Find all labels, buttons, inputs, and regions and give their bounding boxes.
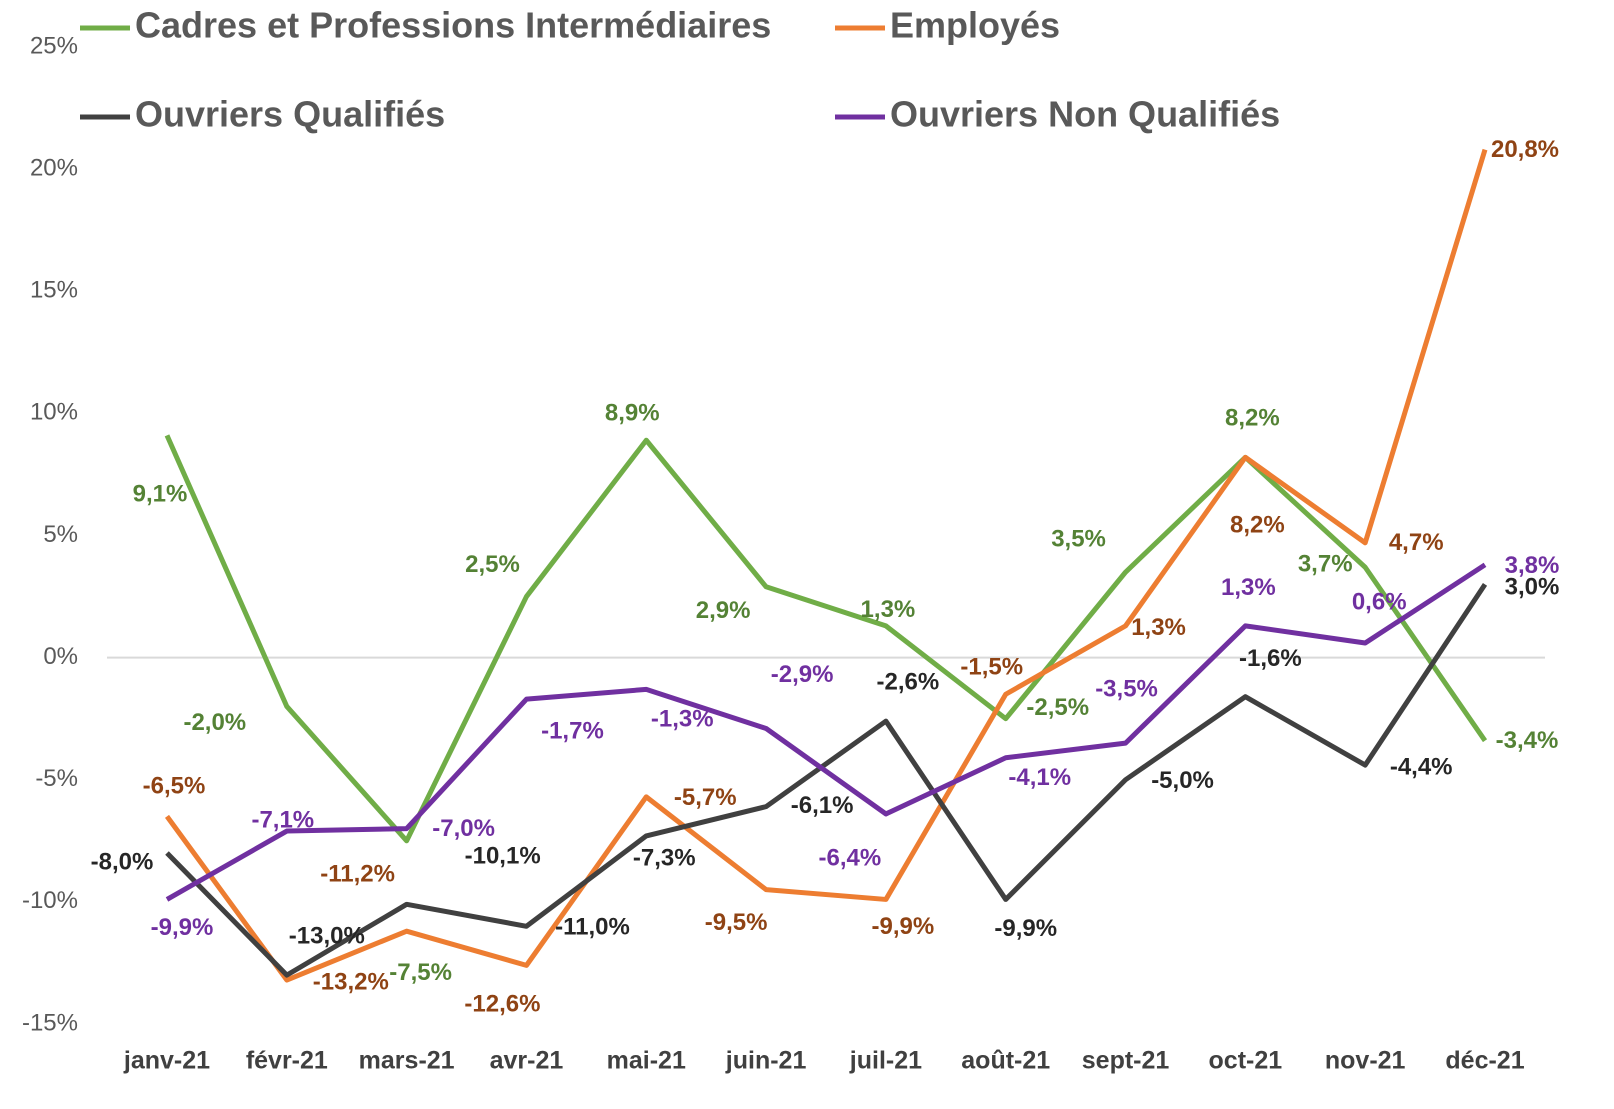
data-label: -11,2% [320, 861, 395, 888]
data-label: -3,4% [1496, 727, 1559, 754]
data-label: 3,8% [1505, 552, 1560, 579]
data-label: 9,1% [133, 481, 188, 508]
data-label: -12,6% [464, 991, 540, 1018]
data-label: 4,7% [1389, 529, 1444, 556]
x-tick-label: oct-21 [1209, 1047, 1283, 1075]
data-label: -2,9% [771, 661, 834, 688]
y-tick-label: -10% [22, 887, 78, 914]
series-line [165, 582, 1488, 978]
data-label: -2,6% [877, 668, 940, 695]
data-label: -4,4% [1390, 753, 1453, 780]
data-label: -5,7% [674, 784, 737, 811]
legend-label: Ouvriers Non Qualifiés [890, 94, 1280, 135]
data-label: 2,9% [696, 597, 751, 624]
data-label: 2,5% [465, 551, 520, 578]
x-tick-label: déc-21 [1445, 1047, 1524, 1075]
data-label: -7,3% [633, 844, 696, 871]
data-label: -13,2% [313, 968, 389, 995]
x-tick-label: août-21 [961, 1047, 1050, 1075]
data-label: 8,2% [1225, 405, 1280, 432]
x-tick-label: mars-21 [359, 1047, 455, 1075]
series-line [164, 434, 1488, 844]
data-label: 1,3% [1221, 574, 1276, 601]
data-label: -9,9% [994, 915, 1057, 942]
x-tick-label: mai-21 [607, 1047, 686, 1075]
series-line [164, 148, 1488, 983]
y-tick-label: 5% [43, 521, 78, 548]
data-label: 1,3% [1131, 614, 1186, 641]
y-tick-label: 20% [30, 154, 78, 181]
data-label: -2,5% [1026, 694, 1089, 721]
y-tick-label: -5% [35, 765, 78, 792]
data-label: -4,1% [1008, 764, 1071, 791]
data-label: -9,9% [872, 913, 935, 940]
data-label: -6,5% [143, 773, 206, 800]
data-label: -13,0% [289, 922, 365, 949]
data-label: -5,0% [1151, 767, 1214, 794]
series-line [165, 562, 1487, 902]
data-label: -9,9% [151, 914, 214, 941]
data-label: -9,5% [705, 909, 768, 936]
data-label: 8,9% [605, 400, 660, 427]
data-label: -1,5% [960, 654, 1023, 681]
data-label: -1,6% [1239, 645, 1302, 672]
data-label: 1,3% [861, 596, 916, 623]
x-tick-label: juin-21 [725, 1047, 807, 1075]
data-label: -6,1% [791, 792, 854, 819]
data-label: -7,1% [251, 806, 314, 833]
y-tick-label: 0% [43, 643, 78, 670]
data-label: -1,3% [651, 706, 714, 733]
y-tick-label: -15% [22, 1009, 78, 1036]
data-label: 3,0% [1505, 574, 1560, 601]
data-label: -11,0% [555, 914, 630, 941]
y-tick-label: 25% [30, 32, 78, 59]
x-tick-label: nov-21 [1325, 1047, 1406, 1075]
x-tick-label: sept-21 [1082, 1047, 1170, 1075]
data-label: -1,7% [541, 717, 604, 744]
data-label: -8,0% [91, 848, 154, 875]
data-label: -6,4% [819, 844, 882, 871]
legend-label: Ouvriers Qualifiés [135, 94, 445, 135]
data-label: 20,8% [1491, 136, 1559, 163]
data-label: 3,7% [1298, 551, 1353, 578]
x-tick-label: avr-21 [490, 1047, 564, 1075]
x-tick-label: juil-21 [849, 1047, 922, 1075]
data-label: 8,2% [1230, 512, 1285, 539]
y-tick-label: 10% [30, 399, 78, 426]
data-label: 3,5% [1051, 525, 1106, 552]
data-label: -3,5% [1095, 675, 1158, 702]
data-label: 0,6% [1352, 588, 1407, 615]
data-label: -7,0% [432, 815, 495, 842]
data-label: -2,0% [183, 709, 246, 736]
data-label: -10,1% [465, 843, 541, 870]
x-tick-label: févr-21 [246, 1047, 328, 1075]
y-tick-label: 15% [30, 277, 78, 304]
data-label: -7,5% [389, 959, 452, 986]
legend-label: Cadres et Professions Intermédiaires [135, 5, 771, 46]
legend-label: Employés [890, 5, 1060, 46]
x-tick-label: janv-21 [123, 1047, 210, 1075]
